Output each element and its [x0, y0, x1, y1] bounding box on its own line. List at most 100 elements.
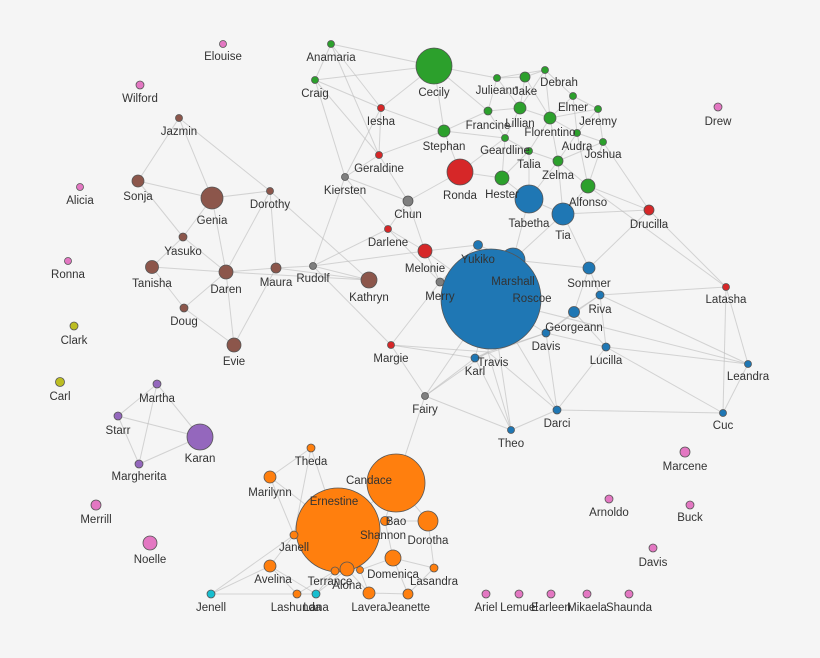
node [402, 588, 414, 600]
node-label: Candace [346, 475, 392, 487]
edge [528, 117, 551, 152]
node-label: Yasuko [164, 246, 202, 258]
edge [182, 236, 227, 273]
node-label: Avelina [254, 574, 292, 586]
edge [269, 565, 317, 595]
edge [225, 190, 271, 273]
edge [269, 190, 277, 269]
node [519, 71, 531, 83]
labels: Elouise Wilford Drew Alicia Ronna Marcene Arno… [49, 51, 769, 614]
edge [443, 110, 489, 132]
node-label: Dorothy [250, 199, 291, 211]
node [514, 589, 524, 599]
node-label: Jeanette [386, 602, 430, 614]
node [580, 178, 596, 194]
node-label: Marshall [491, 276, 534, 288]
node [134, 459, 144, 469]
node [513, 101, 527, 115]
node [226, 337, 242, 353]
node-label: Rudolf [296, 273, 330, 285]
node-label: Sonja [123, 191, 153, 203]
node-label: Theda [295, 456, 328, 468]
edge [269, 447, 312, 478]
edge [648, 209, 727, 288]
node-label: Tanisha [132, 278, 172, 290]
node [722, 283, 730, 291]
node [135, 80, 145, 90]
node-label: Lavera [351, 602, 387, 614]
edge [314, 43, 332, 81]
edge [378, 130, 445, 156]
node-label: Lasandra [410, 576, 459, 588]
node-label: Jeremy [579, 116, 617, 128]
edge [556, 346, 607, 411]
edge [183, 307, 235, 346]
edge [117, 383, 158, 417]
edge [599, 294, 607, 348]
node [494, 170, 510, 186]
edge [210, 534, 295, 595]
node-label: Alona [332, 580, 362, 592]
edge [178, 117, 271, 192]
edge [151, 266, 227, 273]
node [541, 66, 549, 74]
nodes [55, 40, 752, 600]
node [289, 530, 299, 540]
edge [576, 108, 599, 134]
edge [512, 259, 590, 269]
edge [225, 271, 370, 281]
node-label: Darci [544, 418, 571, 430]
edge [210, 565, 271, 595]
edge [387, 228, 441, 283]
edge [312, 228, 389, 267]
node-label: Terrance [308, 576, 353, 588]
node [648, 543, 658, 553]
node [582, 261, 596, 275]
edge [572, 95, 578, 134]
node [380, 516, 390, 526]
node-label: Georgeann [545, 322, 603, 334]
edge [545, 332, 607, 348]
node [178, 232, 188, 242]
node-label: Stephan [423, 141, 466, 153]
edge [524, 76, 551, 119]
edge [211, 197, 227, 273]
node [366, 453, 426, 513]
node-label: Lana [303, 602, 329, 614]
edge [183, 271, 227, 309]
node [387, 341, 395, 349]
node [356, 566, 364, 574]
node [200, 186, 224, 210]
edge [330, 43, 380, 156]
node-label: Latasha [706, 294, 748, 306]
node [429, 563, 439, 573]
node [501, 134, 509, 142]
node-label: Ernestine [310, 496, 359, 508]
node-label: Davis [532, 341, 561, 353]
node-label: Arnoldo [589, 507, 629, 519]
edge [225, 271, 235, 346]
edge [390, 344, 489, 353]
node [384, 225, 392, 233]
node-label: Mikaela [567, 602, 607, 614]
node-label: Jake [513, 86, 537, 98]
node [90, 499, 102, 511]
node [263, 559, 277, 573]
node [69, 321, 79, 331]
node-label: Roscoe [513, 293, 552, 305]
node-label: Theo [498, 438, 524, 450]
edge [117, 415, 201, 438]
edge [443, 130, 506, 139]
edge [572, 95, 599, 110]
node [152, 379, 162, 389]
node [292, 589, 302, 599]
node-label: Margie [373, 353, 408, 365]
edge [557, 132, 578, 162]
node [551, 202, 575, 226]
edge [549, 108, 599, 119]
node-label: Ronda [443, 190, 477, 202]
edge [544, 69, 551, 119]
node [470, 353, 480, 363]
node [76, 183, 84, 191]
